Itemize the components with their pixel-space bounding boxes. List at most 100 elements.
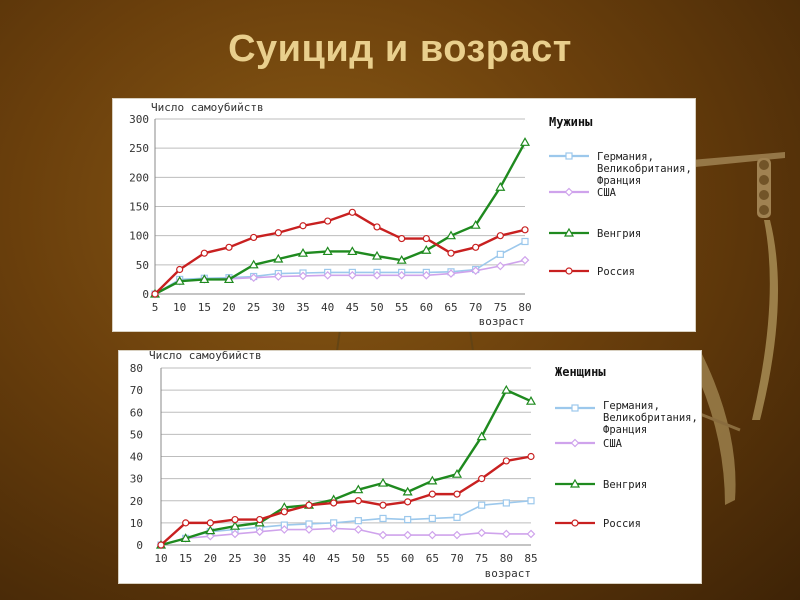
data-point xyxy=(396,254,407,264)
data-point xyxy=(298,271,308,281)
legend-title: Женщины xyxy=(555,365,606,379)
series-3 xyxy=(151,208,529,298)
x-tick-label: 40 xyxy=(302,552,315,565)
x-tick-label: 50 xyxy=(370,301,383,314)
data-point xyxy=(176,265,184,274)
data-point xyxy=(478,475,486,483)
series-2 xyxy=(155,384,537,549)
y-tick-label: 150 xyxy=(129,201,149,214)
data-point xyxy=(304,525,314,534)
legend-marker xyxy=(564,187,574,197)
data-point xyxy=(472,243,480,251)
x-tick-label: 40 xyxy=(321,301,334,314)
series-line xyxy=(154,211,526,295)
data-point xyxy=(477,528,487,538)
x-tick-label: 45 xyxy=(327,552,340,565)
data-point xyxy=(174,275,185,285)
x-axis-title: возраст xyxy=(485,567,531,580)
y-tick-label: 250 xyxy=(129,142,149,155)
legend-marker xyxy=(571,404,579,412)
data-point xyxy=(421,270,431,280)
data-point xyxy=(256,515,264,524)
data-point xyxy=(502,457,510,465)
y-tick-label: 100 xyxy=(129,230,149,243)
x-tick-label: 60 xyxy=(420,301,433,314)
chart-panel-women: 0 10 20 30 40 50 60 70 80 10 15 20 25 30 35 40 45 50 55 60 6… xyxy=(118,350,702,584)
data-point xyxy=(206,519,214,527)
data-point xyxy=(347,270,357,280)
data-point xyxy=(446,269,456,278)
data-point xyxy=(495,182,506,191)
x-tick-label: 10 xyxy=(154,552,167,565)
x-tick-label: 50 xyxy=(352,552,365,565)
legend-marker xyxy=(570,438,580,448)
data-point xyxy=(199,274,210,284)
legend-label: США xyxy=(597,187,617,199)
x-tick-label: 45 xyxy=(346,301,359,314)
data-point xyxy=(445,230,457,240)
legend-marker xyxy=(563,227,575,237)
data-point xyxy=(279,525,289,534)
legend-label: США xyxy=(603,438,623,450)
data-point xyxy=(180,533,191,542)
y-tick-label: 300 xyxy=(129,113,149,126)
data-point xyxy=(476,431,487,441)
data-point xyxy=(354,497,362,505)
data-point xyxy=(151,290,159,298)
y-tick-label: 60 xyxy=(130,406,143,419)
data-point xyxy=(526,529,536,539)
data-point xyxy=(223,274,235,284)
x-tick-label: 5 xyxy=(152,301,159,314)
legend-label: Франция xyxy=(597,175,641,187)
data-point xyxy=(520,255,530,265)
data-point xyxy=(447,249,455,257)
legend-marker xyxy=(569,478,581,488)
x-tick-label: 55 xyxy=(395,301,408,314)
x-tick-label: 20 xyxy=(222,301,235,314)
data-point xyxy=(521,237,529,246)
data-point xyxy=(371,250,383,260)
series-line xyxy=(154,240,526,295)
y-tick-label: 0 xyxy=(142,288,149,301)
data-point xyxy=(330,499,338,507)
data-point xyxy=(280,508,288,516)
data-point xyxy=(525,395,537,405)
x-tick-label: 25 xyxy=(247,301,260,314)
legend-marker xyxy=(571,519,579,527)
legend-label: Германия, xyxy=(597,151,654,163)
legend-marker xyxy=(565,152,573,160)
data-point xyxy=(453,490,461,498)
data-point xyxy=(274,229,282,237)
y-tick-label: 50 xyxy=(136,259,149,272)
series-line xyxy=(160,499,532,546)
data-point xyxy=(452,530,462,540)
y-tick-label: 10 xyxy=(130,517,143,530)
data-point xyxy=(297,247,309,257)
chart-women: 0 10 20 30 40 50 60 70 80 10 15 20 25 30 35 40 45 50 55 60 6… xyxy=(130,351,698,580)
data-point xyxy=(422,234,430,243)
y-tick-label: 50 xyxy=(130,428,143,441)
x-tick-label: 30 xyxy=(272,301,285,314)
data-point xyxy=(421,245,432,254)
data-point xyxy=(496,250,504,258)
x-tick-label: 85 xyxy=(524,552,537,565)
data-point xyxy=(495,261,505,271)
y-tick-label: 30 xyxy=(130,473,143,486)
data-point xyxy=(471,266,481,276)
data-point xyxy=(231,515,239,524)
data-point xyxy=(354,517,362,525)
data-point xyxy=(397,270,407,280)
data-point xyxy=(373,223,381,231)
legend-label: Венгрия xyxy=(603,479,647,491)
chart-men: 0 50 100 150 200 250 300 5 10 15 20 25 30 35 40 45 50 55 6… xyxy=(129,101,692,328)
data-point xyxy=(428,514,436,523)
x-tick-label: 65 xyxy=(426,552,439,565)
series-1 xyxy=(150,255,530,299)
data-point xyxy=(501,529,511,539)
data-point xyxy=(502,499,510,507)
legend-marker xyxy=(565,267,573,275)
x-tick-label: 15 xyxy=(198,301,211,314)
x-tick-label: 10 xyxy=(173,301,186,314)
series-3 xyxy=(157,452,535,549)
data-point xyxy=(402,486,413,496)
